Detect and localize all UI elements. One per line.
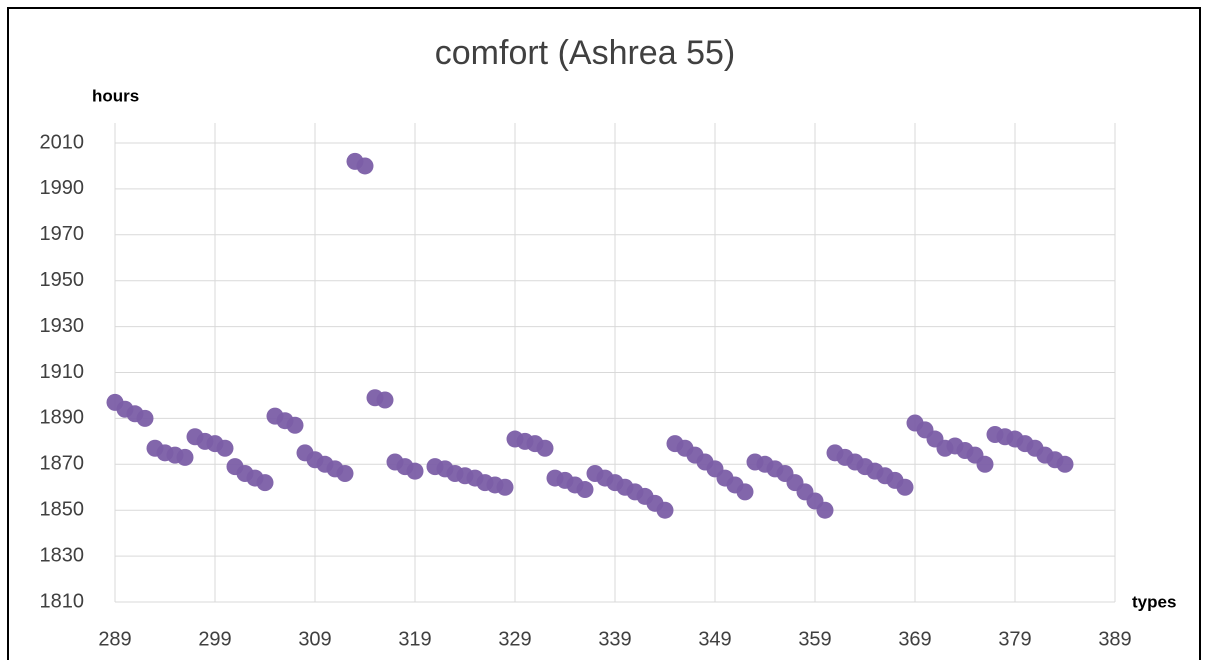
chart-frame: [7, 7, 1201, 660]
x-tick-label: 309: [298, 628, 331, 650]
x-tick-label: 319: [398, 628, 431, 650]
y-tick-label: 1990: [40, 177, 85, 199]
y-tick-label: 1850: [40, 498, 85, 520]
point: [336, 464, 354, 482]
point: [1056, 455, 1074, 473]
x-tick-label: 389: [1098, 628, 1131, 650]
point: [896, 478, 914, 496]
point: [286, 416, 304, 434]
point: [536, 439, 554, 457]
x-tick-label: 329: [498, 628, 531, 650]
x-tick-label: 339: [598, 628, 631, 650]
point: [406, 462, 424, 480]
y-tick-label: 2010: [40, 131, 85, 153]
point: [736, 483, 754, 501]
x-tick-label: 349: [698, 628, 731, 650]
point: [176, 448, 194, 466]
point: [256, 474, 274, 492]
x-tick-label: 359: [798, 628, 831, 650]
y-tick-label: 1870: [40, 453, 85, 475]
point: [356, 157, 374, 175]
y-tick-label: 1830: [40, 544, 85, 566]
point: [976, 455, 994, 473]
point: [136, 409, 154, 427]
point: [216, 439, 234, 457]
point: [496, 478, 514, 496]
x-tick-label: 289: [98, 628, 131, 650]
x-tick-label: 379: [998, 628, 1031, 650]
point: [576, 481, 594, 499]
point: [656, 501, 674, 519]
point: [816, 501, 834, 519]
y-tick-label: 1930: [40, 315, 85, 337]
chart-title: comfort (Ashrea 55): [435, 34, 735, 72]
x-tick-label: 299: [198, 628, 231, 650]
point: [376, 391, 394, 409]
x-axis-label: types: [1132, 592, 1176, 611]
x-tick-label: 369: [898, 628, 931, 650]
y-tick-label: 1970: [40, 223, 85, 245]
y-tick-label: 1910: [40, 361, 85, 383]
y-tick-label: 1890: [40, 407, 85, 429]
y-tick-label: 1810: [40, 590, 85, 612]
y-axis-label: hours: [92, 86, 139, 105]
y-tick-label: 1950: [40, 269, 85, 291]
